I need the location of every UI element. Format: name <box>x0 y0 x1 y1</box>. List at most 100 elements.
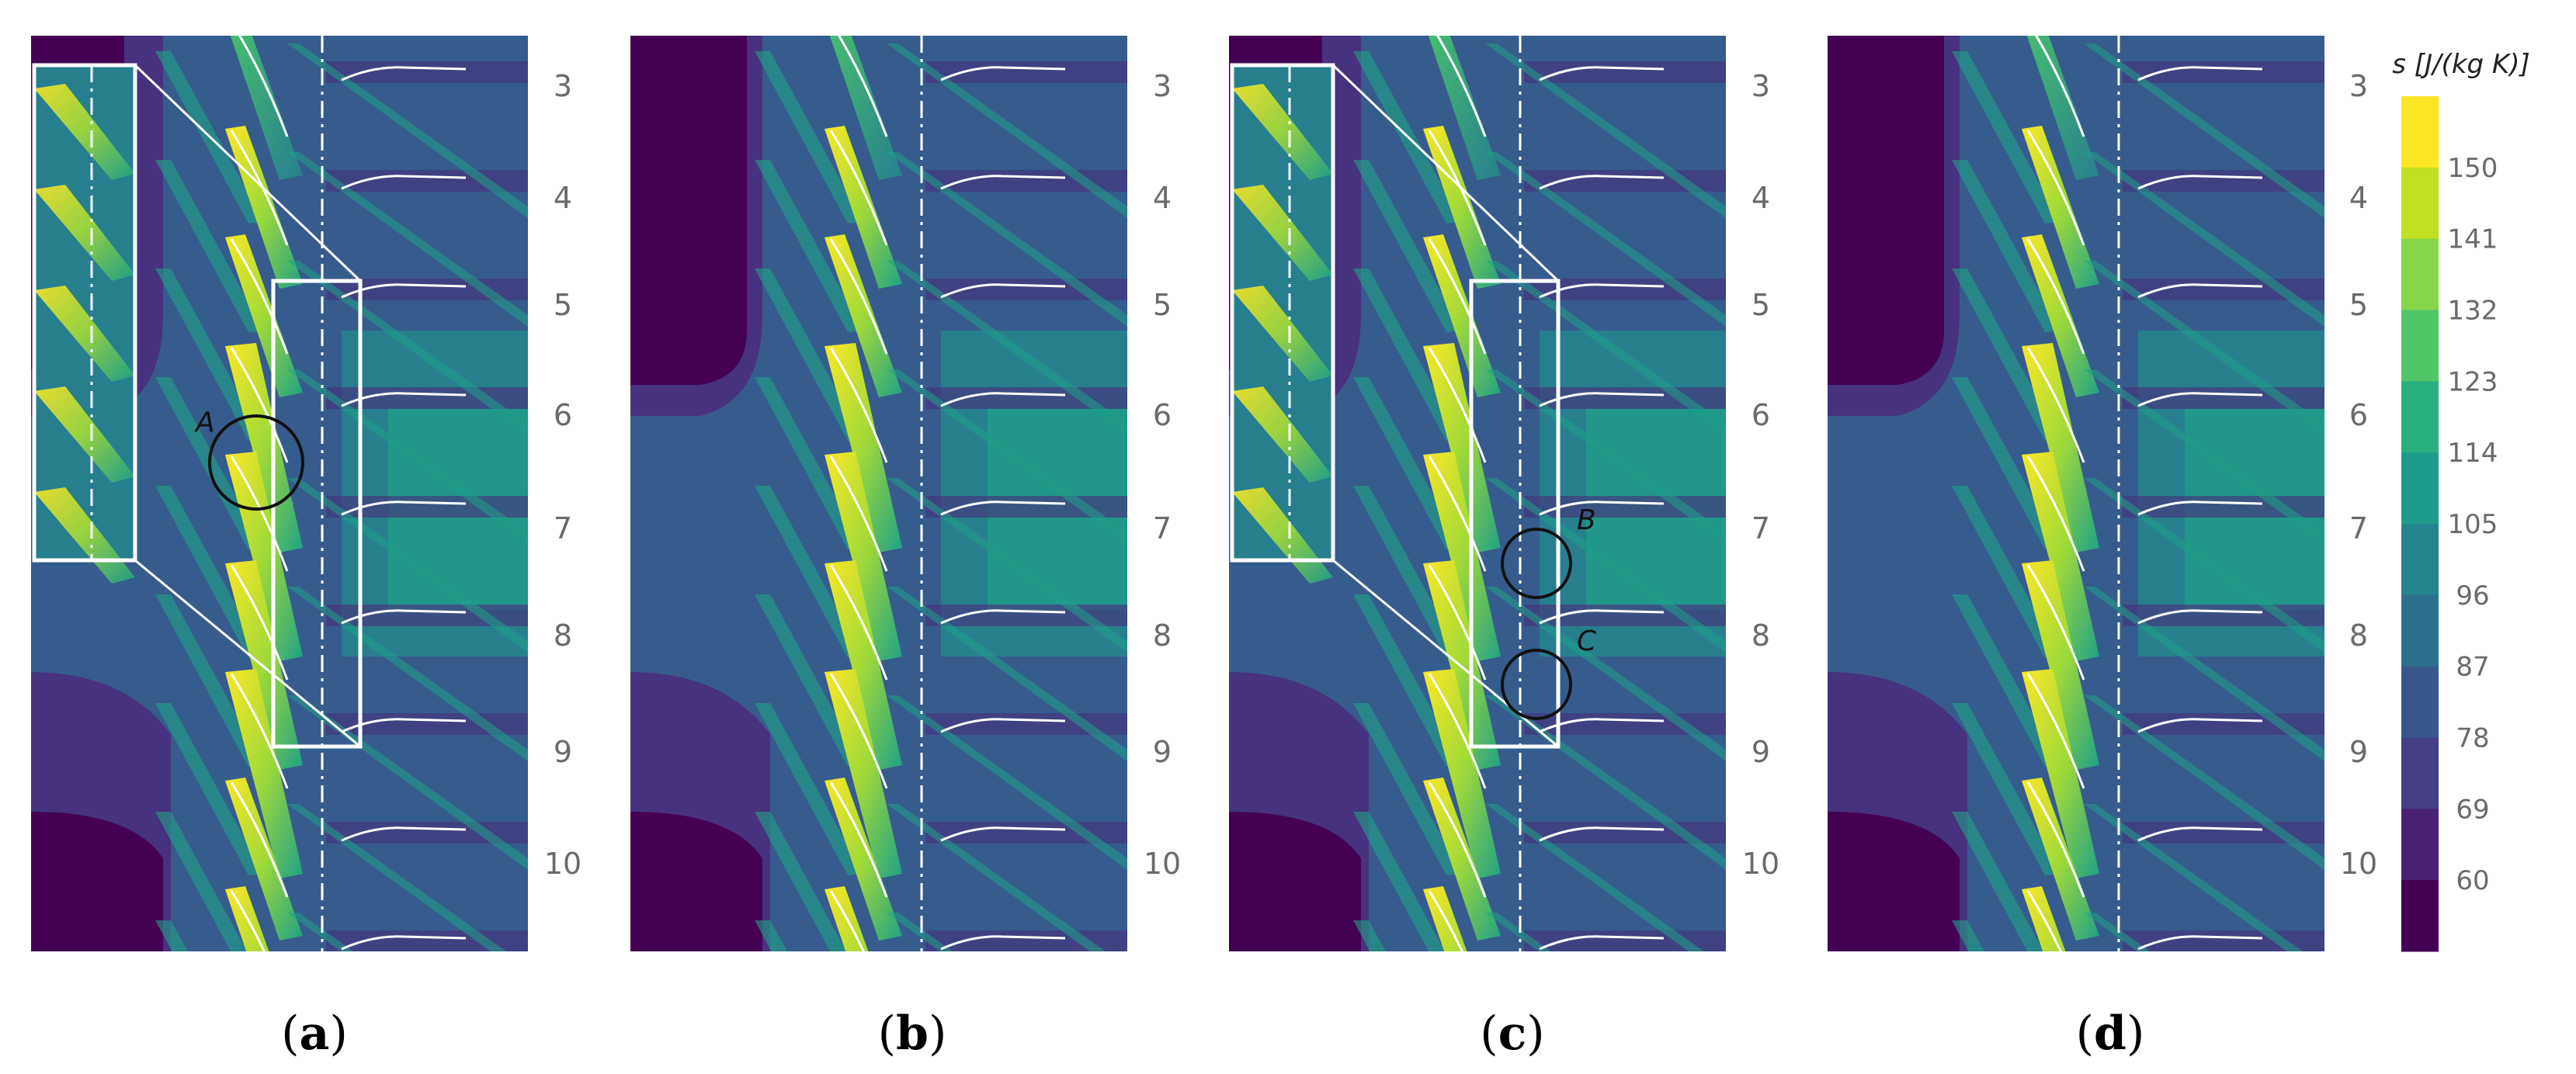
rotor-blade <box>940 718 1066 733</box>
rotor-blade <box>341 609 467 625</box>
rotor-band <box>2123 61 2324 83</box>
row-label: 5 <box>554 288 572 322</box>
row-label: 6 <box>2349 398 2368 432</box>
stator-wake <box>1423 560 1501 770</box>
rotor-blade <box>1539 283 1665 299</box>
row-label: 6 <box>1751 398 1770 432</box>
inset-wake <box>1232 84 1333 180</box>
colorbar-band <box>2401 594 2439 667</box>
rotor-blade <box>341 826 467 842</box>
colorbar-tick-label: 114 <box>2448 438 2498 469</box>
rotor-blade <box>1539 826 1665 842</box>
secondary-wake <box>1952 594 2060 767</box>
outlet-region-deep <box>1828 812 1960 951</box>
secondary-wake <box>1353 486 1462 658</box>
colorbar-tick-label: 69 <box>2456 794 2489 825</box>
rotor-blade <box>1539 66 1665 81</box>
secondary-wake <box>1353 594 1462 767</box>
stator-wake <box>2022 343 2099 553</box>
rotor-band <box>326 61 528 83</box>
zoom-inset <box>32 63 363 749</box>
rotor-blade <box>2137 609 2263 625</box>
row-label: 9 <box>554 735 572 769</box>
colorbar-band <box>2401 167 2439 240</box>
stator-wake <box>2022 452 2099 661</box>
stator-wake <box>225 778 303 941</box>
stator-blade <box>829 673 888 789</box>
colorbar-ticks: 150 141 132 123 114 105 96 87 78 69 60 <box>2448 153 2498 896</box>
row-label: 8 <box>554 618 572 653</box>
rotor-wake <box>287 695 528 870</box>
zoom-connector-top <box>134 64 362 282</box>
rotor-wake <box>287 261 528 435</box>
stator-wake <box>825 452 902 661</box>
rotor-wake <box>287 369 528 544</box>
rotor-blade <box>341 66 467 81</box>
rotor-blade <box>940 935 1066 951</box>
inset-frame <box>32 63 137 563</box>
stator-blade <box>829 564 888 681</box>
secondary-wake <box>1952 377 2060 549</box>
rotor-blade <box>2137 826 2263 842</box>
rotor-blade <box>1539 935 1665 951</box>
caption-d: (d) <box>2076 1006 2145 1061</box>
colorbar-band <box>2401 666 2439 738</box>
inset-frame <box>1230 63 1335 563</box>
secondary-wake <box>155 268 264 441</box>
rotor-wake <box>2084 478 2324 653</box>
zoom-inset <box>1230 63 1561 749</box>
colorbar-band <box>2401 880 2439 952</box>
rotor-wake <box>1485 369 1726 544</box>
rotor-blade <box>341 392 467 407</box>
stator-blade <box>1436 36 1487 137</box>
secondary-wake <box>1353 160 1462 332</box>
rotor-wake <box>887 478 1127 653</box>
marker-circle <box>208 414 304 511</box>
panel-b <box>630 36 1127 951</box>
stator-blade <box>1428 347 1487 463</box>
rotor-blade <box>940 392 1066 407</box>
row-label: 8 <box>1153 618 1172 653</box>
row-label: 3 <box>1153 69 1172 103</box>
rotor-blade <box>940 66 1066 81</box>
row-label: 9 <box>2349 735 2368 769</box>
rotor-wake <box>887 587 1127 761</box>
row-label: 10 <box>2340 847 2377 881</box>
caption-b-letter: b <box>896 1006 929 1061</box>
rotor-blade <box>1539 501 1665 516</box>
row-label: 5 <box>2349 288 2368 322</box>
marker-label: C <box>1577 625 1597 657</box>
secondary-wake <box>755 377 863 549</box>
row-label: 7 <box>2349 511 2368 546</box>
secondary-wake <box>755 594 863 767</box>
row-label: 4 <box>2349 181 2368 215</box>
secondary-wake <box>1353 812 1446 951</box>
rotor-band <box>925 61 1127 83</box>
colorbar-band <box>2401 238 2439 310</box>
rotor-blade <box>341 501 467 516</box>
stator-wake <box>2022 560 2099 770</box>
caption-a: (a) <box>281 1006 348 1061</box>
stator-wake <box>225 234 303 397</box>
panel-a: A <box>31 36 528 951</box>
secondary-wake <box>755 703 863 875</box>
secondary-wake <box>1952 920 1984 951</box>
stator-wake <box>2022 126 2099 289</box>
rotor-wake <box>2084 261 2324 435</box>
rotor-wake <box>887 695 1127 870</box>
inset-wake <box>1232 185 1333 281</box>
secondary-wake <box>1952 486 2060 658</box>
inset-wake <box>1232 386 1333 483</box>
rotor-blade <box>940 175 1066 190</box>
stator-wake <box>225 560 303 770</box>
row-labels-a: 3 4 5 6 7 8 9 10 <box>544 69 582 881</box>
inlet-region-deep <box>630 36 747 385</box>
inset-wake <box>34 84 135 180</box>
stator-wake <box>230 36 303 180</box>
stator-blade <box>829 781 888 898</box>
stator-wake <box>2022 778 2099 941</box>
marker-label: A <box>194 407 215 438</box>
stator-blade <box>1428 564 1487 681</box>
stator-blade <box>1428 781 1487 898</box>
stator-blade <box>1428 673 1487 789</box>
